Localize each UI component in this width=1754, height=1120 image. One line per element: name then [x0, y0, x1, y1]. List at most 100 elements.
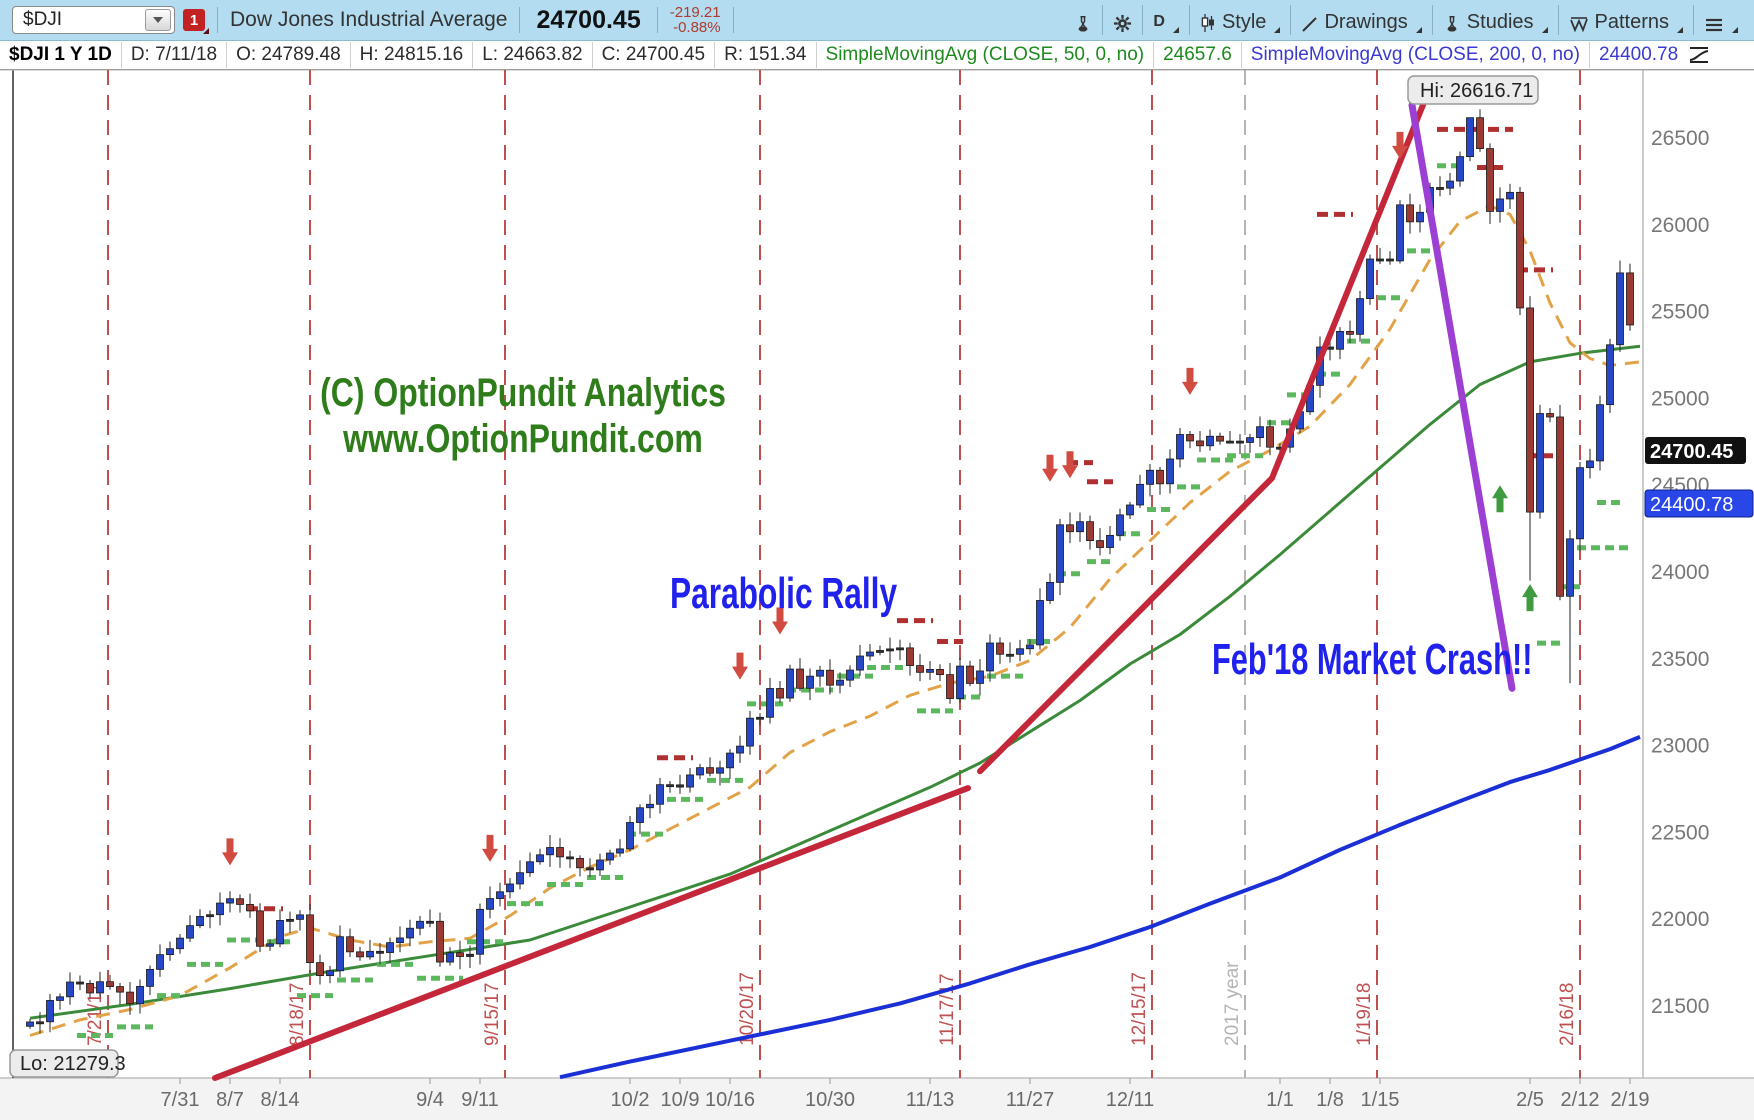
- candle-body: [76, 981, 84, 985]
- patterns-menu[interactable]: Patterns: [1559, 7, 1693, 33]
- candle-body: [1616, 272, 1624, 346]
- candle-body: [1466, 117, 1474, 157]
- candle-body: [56, 996, 64, 1001]
- candle-body: [866, 651, 874, 657]
- candle-body: [1156, 469, 1164, 485]
- candle-body: [416, 920, 424, 929]
- candle-body: [836, 679, 844, 686]
- candle-body: [1186, 434, 1194, 442]
- candle-body: [406, 927, 414, 939]
- candle-body: [536, 854, 544, 863]
- candle-body: [1496, 198, 1504, 212]
- x-axis-label: 7/31: [161, 1089, 200, 1111]
- candle-body: [1486, 148, 1494, 212]
- candle-body: [1176, 434, 1184, 460]
- market-crash-annotation: Feb'18 Market Crash!!: [1212, 636, 1532, 685]
- corner-handle-icon: [1677, 27, 1683, 33]
- candle-body: [906, 647, 914, 666]
- candle-body: [356, 951, 364, 958]
- readout-range: R: 151.34: [715, 42, 817, 68]
- sma20-dashed-line: [29, 204, 1641, 1037]
- drawings-menu[interactable]: Drawings: [1291, 7, 1431, 33]
- candle-body: [226, 898, 234, 904]
- candle-body: [1456, 156, 1464, 182]
- event-vline-label: 2017 year: [1222, 961, 1243, 1046]
- chart-menu-button[interactable]: [1694, 7, 1754, 33]
- settings-button[interactable]: [1103, 7, 1142, 33]
- candle-body: [386, 942, 394, 953]
- studies-menu[interactable]: Studies: [1433, 7, 1558, 33]
- candle-body: [916, 665, 924, 673]
- candle-body: [526, 861, 534, 874]
- timeframe-menu[interactable]: D: [1143, 7, 1189, 33]
- candle-body: [426, 920, 434, 924]
- candle-body: [206, 914, 214, 918]
- candle-body: [266, 943, 274, 947]
- sma200-study-label[interactable]: SimpleMovingAvg (CLOSE, 200, 0, no): [1242, 42, 1590, 68]
- candle-body: [1226, 440, 1234, 444]
- candle-body: [46, 1000, 54, 1023]
- flask-icon: [1074, 14, 1092, 33]
- studies-label: Studies: [1466, 11, 1534, 33]
- candle-body: [1136, 483, 1144, 506]
- candle-body: [936, 668, 944, 675]
- sma50-line: [29, 344, 1641, 1020]
- candle-body: [1266, 426, 1274, 448]
- candle-body: [886, 648, 894, 652]
- candle-body: [736, 745, 744, 754]
- candle-body: [1036, 600, 1044, 646]
- candle-body: [1126, 504, 1134, 516]
- readout-close: C: 24700.45: [593, 42, 716, 68]
- y-axis-label: 25500: [1651, 301, 1709, 324]
- quick-study-button[interactable]: [1064, 7, 1102, 33]
- symbol-timeframe: $DJI 1 Y 1D: [0, 42, 122, 68]
- candle-body: [1146, 469, 1154, 485]
- chart-background: [0, 68, 1754, 1120]
- x-axis-strip: [0, 1078, 1754, 1120]
- divider: [1142, 5, 1144, 35]
- red-trendline: [212, 785, 971, 1081]
- candle-body: [86, 983, 94, 994]
- candle-body: [506, 883, 514, 893]
- sell-arrow-icon: [1182, 367, 1198, 395]
- sell-arrow-icon: [482, 834, 498, 862]
- candle-body: [1086, 521, 1094, 541]
- corner-handle-icon: [1732, 27, 1738, 33]
- symbol-input[interactable]: $DJI: [12, 6, 175, 34]
- candle-body: [496, 891, 504, 899]
- sma200-study-value: 24400.78: [1598, 44, 1679, 65]
- candle-body: [1416, 211, 1424, 223]
- x-axis-label: 1/15: [1361, 1089, 1400, 1111]
- change-percent: -0.88%: [673, 19, 721, 36]
- corner-handle-icon: [203, 28, 209, 34]
- candle-body: [1066, 524, 1074, 533]
- candle-body: [1076, 521, 1084, 533]
- readout-date: D: 7/11/18: [122, 42, 228, 68]
- event-vline-label: 2/16/18: [1557, 983, 1578, 1046]
- alert-count: 1: [189, 11, 199, 29]
- line-style-toggle-icon[interactable]: [1687, 44, 1711, 66]
- candle-body: [1116, 514, 1124, 536]
- candle-body: [1346, 330, 1354, 335]
- candle-body: [376, 950, 384, 954]
- x-axis-label: 2/5: [1516, 1089, 1544, 1111]
- candle-body: [1506, 191, 1514, 200]
- candle-body: [726, 752, 734, 769]
- candle-body: [1556, 416, 1564, 597]
- symbol-dropdown-button[interactable]: [145, 9, 171, 31]
- candle-body: [1056, 524, 1064, 583]
- candle-body: [166, 948, 174, 956]
- candle-body: [476, 908, 484, 955]
- chevron-down-icon: [153, 17, 163, 23]
- drawings-label: Drawings: [1324, 11, 1408, 33]
- candle-body: [856, 655, 864, 671]
- candle-body: [126, 991, 134, 1005]
- style-menu[interactable]: Style: [1190, 7, 1290, 33]
- alert-badge[interactable]: 1: [183, 9, 209, 34]
- candle-body: [686, 774, 694, 788]
- candle-body: [896, 647, 904, 651]
- candle-body: [976, 670, 984, 684]
- sma50-study-label[interactable]: SimpleMovingAvg (CLOSE, 50, 0, no): [817, 42, 1155, 68]
